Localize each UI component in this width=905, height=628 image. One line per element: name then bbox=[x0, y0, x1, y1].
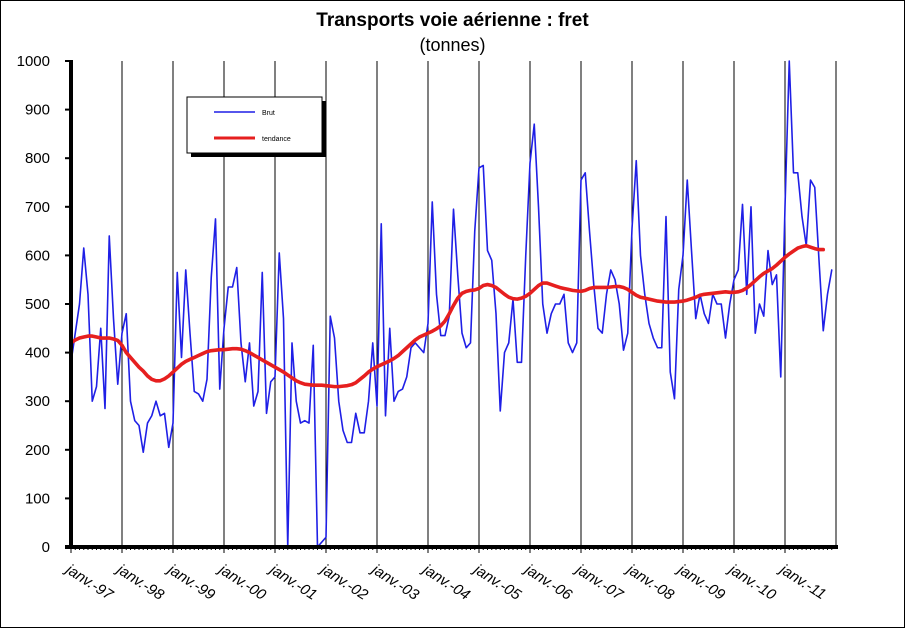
x-tick-label-janv.-07: janv.-07 bbox=[571, 560, 626, 604]
x-tick-label-janv.-00: janv.-00 bbox=[214, 560, 269, 604]
x-tick-label-janv.-05: janv.-05 bbox=[469, 560, 524, 604]
y-tick-label-0: 0 bbox=[42, 539, 50, 556]
x-tick-label-janv.-10: janv.-10 bbox=[724, 560, 779, 604]
x-tick-label-janv.-08: janv.-08 bbox=[622, 560, 677, 604]
y-tick-label-600: 600 bbox=[25, 247, 50, 264]
x-tick-label-janv.-99: janv.-99 bbox=[163, 560, 218, 604]
x-tick-label-janv.-06: janv.-06 bbox=[520, 560, 575, 604]
x-tick-label-janv.-01: janv.-01 bbox=[265, 560, 320, 604]
y-tick-label-900: 900 bbox=[25, 102, 50, 119]
series-layer bbox=[69, 60, 833, 548]
y-tick-label-1000: 1000 bbox=[17, 53, 50, 70]
y-tick-label-300: 300 bbox=[25, 393, 50, 410]
series-line-tendance bbox=[69, 243, 826, 389]
x-tick-label-janv.-04: janv.-04 bbox=[418, 560, 473, 604]
legend-box bbox=[186, 96, 323, 154]
x-tick-label-janv.-02: janv.-02 bbox=[316, 560, 371, 604]
x-tick-label-janv.-09: janv.-09 bbox=[673, 560, 728, 604]
chart-subtitle: (tonnes) bbox=[419, 35, 486, 55]
series-line-brut bbox=[70, 60, 833, 548]
y-tick-label-800: 800 bbox=[25, 150, 50, 167]
y-tick-label-100: 100 bbox=[25, 490, 50, 507]
y-tick-label-200: 200 bbox=[25, 442, 50, 459]
x-tick-label-janv.-03: janv.-03 bbox=[367, 560, 422, 604]
x-tick-label-janv.-11: janv.-11 bbox=[775, 560, 829, 603]
legend-label-brut: Brut bbox=[262, 110, 275, 117]
y-tick-label-500: 500 bbox=[25, 296, 50, 313]
legend-label-tendance: tendance bbox=[262, 136, 291, 143]
legend: Brut tendance bbox=[186, 96, 326, 157]
x-tick-label-janv.-97: janv.-97 bbox=[61, 560, 116, 604]
y-tick-label-700: 700 bbox=[25, 199, 50, 216]
y-tick-label-400: 400 bbox=[25, 345, 50, 362]
chart-title: Transports voie aérienne : fret bbox=[316, 10, 589, 31]
x-tick-label-janv.-98: janv.-98 bbox=[112, 560, 167, 604]
